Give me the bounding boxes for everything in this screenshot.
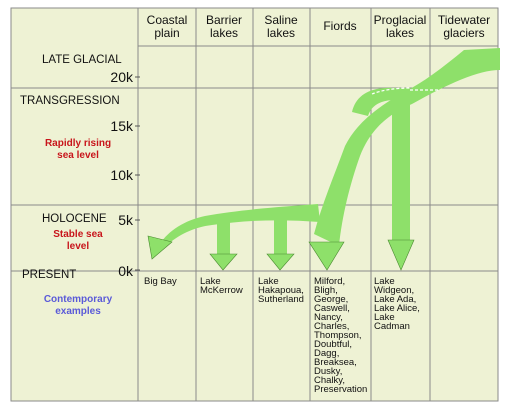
time-axis [135,76,140,271]
column-header-tidewater-glaciers: Tidewater glaciers [438,13,490,40]
example-coastal-plain: Big Bay [144,276,177,287]
barrier-stem [217,222,230,256]
main-trunk [314,48,500,246]
flow-main-branch [160,204,320,246]
arrow-barrier [209,253,238,271]
phase-label-late-glacial: LATE GLACIAL [42,54,122,66]
tick-label-5k: 5k [118,212,134,228]
tick-label-10k: 10k [110,167,134,183]
column-header-coastal-plain: Coastal plain [147,13,188,40]
evolution-flow [160,48,500,256]
ice-margin-dashes [371,87,438,95]
arrowheads [147,235,415,271]
arrow-proglacial [387,239,415,271]
note-contemporary-examples: Contemporary examples [44,294,113,317]
column-header-proglacial-lakes: Proglacial lakes [374,13,427,40]
phase-label-transgression: TRANSGRESSION [20,95,120,107]
tick-label-20k: 20k [110,69,134,85]
column-header-fiords: Fiords [323,19,356,33]
proglacial-branch [352,87,396,116]
example-fiords: Milford, Bligh, George, Caswell, Nancy, Charl… [314,276,367,395]
proglacial-stem [392,88,410,242]
saline-stem [274,217,287,256]
arrow-fiords [308,241,345,271]
tick-label-15k: 15k [110,118,134,134]
note-stable-sea-level: Stable sea level [53,229,103,252]
tick-label-0k: 0k [118,263,134,279]
note-rapidly-rising-sea-level: Rapidly rising sea level [45,138,111,161]
column-header-saline-lakes: Saline lakes [264,13,298,40]
arrow-saline [266,253,295,271]
column-header-barrier-lakes: Barrier lakes [206,13,242,40]
example-barrier-lakes: Lake McKerrow [200,276,243,296]
example-saline-lakes: Lake Hakapoua, Sutherland [258,276,304,305]
phase-label-holocene: HOLOCENE [42,213,107,225]
phase-label-present: PRESENT [22,269,76,281]
example-proglacial-lakes: Lake Widgeon, Lake Ada, Lake Alice, Lake Cadm… [374,276,420,332]
arrow-coastal [147,235,173,260]
